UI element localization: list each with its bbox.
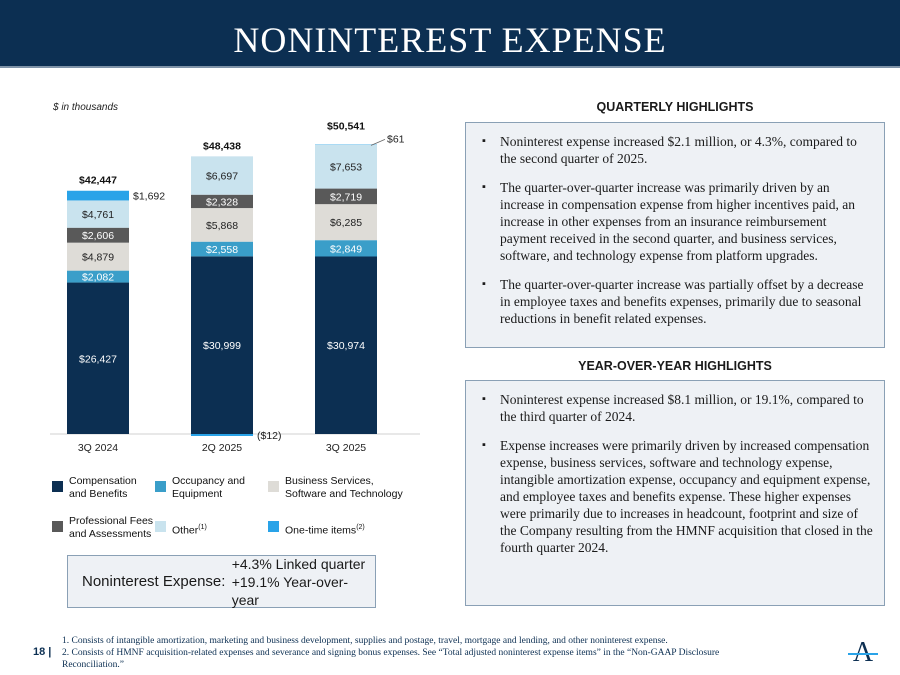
legend-swatch: [52, 521, 63, 532]
quarterly-highlights-title: QUARTERLY HIGHLIGHTS: [596, 100, 754, 114]
summary-label: Noninterest Expense:: [82, 573, 226, 590]
legend-swatch: [155, 481, 166, 492]
legend-swatch: [52, 481, 63, 492]
quarterly-bullet: The quarter-over-quarter increase was pa…: [480, 276, 874, 327]
bar-occupancy: [67, 270, 129, 283]
total-label: $48,438: [203, 140, 241, 152]
legend-label: One-time items(2): [285, 524, 365, 537]
legend-swatch: [155, 521, 166, 532]
bar-professional: [191, 194, 253, 209]
yoy-bullet: Noninterest expense increased $8.1 milli…: [480, 391, 874, 425]
total-label: $50,541: [327, 120, 365, 132]
data-label-compensation: $26,427: [79, 353, 117, 365]
bar-business: [67, 242, 129, 271]
expense-bar-chart: $26,427 $2,082 $4,879 $2,606 $4,761 $1,692 $42…: [50, 120, 420, 454]
data-label-occupancy: $2,849: [330, 243, 362, 255]
legend-item-compensation: Compensation and Benefits: [52, 475, 137, 501]
bar-other: [191, 156, 253, 195]
summary-linked-quarter: +4.3% Linked quarter: [231, 555, 366, 572]
logo-letter: A: [853, 638, 874, 666]
legend-label: Compensation and Benefits: [69, 475, 137, 500]
category-label: 3Q 2024: [78, 442, 118, 454]
summary-box: Noninterest Expense: +4.3% Linked quarte…: [67, 555, 376, 608]
footnotes: 1. Consists of intangible amortization, …: [62, 635, 762, 671]
data-label-business: $5,868: [206, 220, 238, 232]
legend-label: Other(1): [172, 524, 207, 537]
data-label-compensation: $30,999: [203, 340, 241, 352]
bar-business: [315, 204, 377, 241]
bar-compensation: [315, 256, 377, 434]
data-label-other: $6,697: [206, 171, 238, 183]
data-label-onetime: ($12): [257, 430, 282, 442]
data-label-professional: $2,606: [82, 230, 114, 242]
data-label-business: $6,285: [330, 217, 362, 229]
data-label-occupancy: $2,558: [206, 244, 238, 256]
data-label-other: $7,653: [330, 162, 362, 174]
units-note: $ in thousands: [53, 102, 119, 113]
data-label-professional: $2,328: [206, 196, 238, 208]
yoy-highlights-title: YEAR-OVER-YEAR HIGHLIGHTS: [578, 359, 772, 373]
data-label-onetime: $1,692: [133, 191, 165, 203]
legend-swatch: [268, 521, 279, 532]
legend-label: Professional Fees and Assessments: [69, 515, 154, 540]
data-label-onetime: $61: [387, 133, 405, 145]
bar-onetime: [191, 434, 253, 436]
data-label-other: $4,761: [82, 209, 114, 221]
data-label-professional: $2,719: [330, 191, 362, 203]
legend-item-other: Other(1): [155, 515, 207, 538]
legend-label: Occupancy and Equipment: [172, 475, 245, 500]
category-label: 2Q 2025: [202, 442, 242, 454]
bar-professional: [67, 227, 129, 243]
summary-year-over-year: +19.1% Year-over-year: [231, 573, 349, 608]
data-label-occupancy: $2,082: [82, 272, 114, 284]
data-label-compensation: $30,974: [327, 340, 365, 352]
footnote-2: 2. Consists of HMNF acquisition-related …: [62, 648, 720, 670]
yoy-highlights-panel: Noninterest expense increased $8.1 milli…: [465, 380, 885, 606]
page-number: 18 |: [33, 646, 52, 658]
data-label-business: $4,879: [82, 252, 114, 264]
legend-swatch: [268, 481, 279, 492]
quarterly-bullet: The quarter-over-quarter increase was pr…: [480, 179, 874, 264]
company-logo: A: [848, 638, 878, 666]
legend-item-occupancy: Occupancy and Equipment: [155, 475, 245, 501]
bar-onetime: [67, 190, 129, 201]
bar-business: [191, 208, 253, 242]
bar-occupancy: [315, 240, 377, 257]
bar-other: [315, 144, 377, 189]
footnote-1: 1. Consists of intangible amortization, …: [62, 636, 668, 646]
legend-item-professional: Professional Fees and Assessments: [52, 515, 153, 541]
quarterly-highlights-panel: Noninterest expense increased $2.1 milli…: [465, 122, 885, 348]
quarterly-bullet: Noninterest expense increased $2.1 milli…: [480, 133, 874, 167]
bar-professional: [315, 188, 377, 205]
total-label: $42,447: [79, 175, 117, 187]
category-label: 3Q 2025: [326, 442, 366, 454]
bar-compensation: [67, 282, 129, 434]
page-title: NONINTEREST EXPENSE: [233, 20, 667, 60]
logo-accent-bar: [848, 653, 878, 655]
legend-label: Business Services, Software and Technolog…: [285, 475, 403, 500]
yoy-bullet: Expense increases were primarily driven …: [480, 437, 874, 556]
label-leader-line: [370, 138, 386, 146]
bar-compensation: [191, 256, 253, 434]
legend-item-onetime: One-time items(2): [268, 515, 365, 538]
title-bar: NONINTEREST EXPENSE: [0, 0, 900, 68]
bar-other: [67, 200, 129, 228]
bar-occupancy: [191, 241, 253, 257]
legend-item-business: Business Services, Software and Technolog…: [268, 475, 403, 501]
